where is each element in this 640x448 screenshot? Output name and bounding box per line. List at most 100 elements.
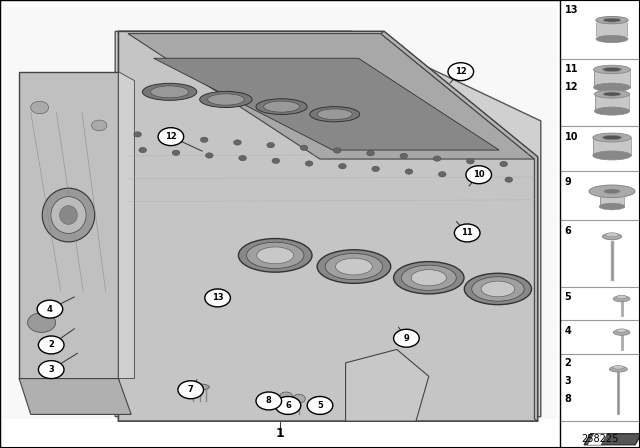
Ellipse shape	[335, 258, 372, 275]
Ellipse shape	[595, 90, 630, 98]
Circle shape	[239, 155, 246, 161]
Circle shape	[433, 156, 441, 161]
Ellipse shape	[596, 17, 628, 24]
Text: 258225: 258225	[581, 434, 619, 444]
Circle shape	[134, 132, 141, 137]
Circle shape	[139, 147, 147, 153]
Bar	[596, 20, 627, 39]
Circle shape	[454, 224, 480, 242]
Circle shape	[37, 300, 63, 318]
Ellipse shape	[317, 109, 352, 120]
Ellipse shape	[612, 366, 624, 369]
Text: 3: 3	[49, 365, 54, 374]
Text: 4: 4	[564, 326, 572, 336]
Circle shape	[307, 396, 333, 414]
Ellipse shape	[472, 277, 524, 301]
Circle shape	[339, 164, 346, 169]
Ellipse shape	[394, 262, 464, 294]
Circle shape	[178, 381, 204, 399]
Circle shape	[448, 63, 474, 81]
Ellipse shape	[257, 247, 294, 264]
Bar	[0, 0, 560, 448]
Ellipse shape	[596, 17, 628, 24]
Bar	[594, 69, 630, 87]
Circle shape	[172, 150, 180, 155]
Polygon shape	[588, 434, 607, 445]
Polygon shape	[19, 72, 118, 379]
Ellipse shape	[465, 273, 531, 305]
Circle shape	[280, 392, 292, 401]
Ellipse shape	[616, 295, 627, 299]
Polygon shape	[19, 379, 131, 414]
Ellipse shape	[481, 281, 515, 297]
Ellipse shape	[412, 270, 447, 286]
Text: 13: 13	[564, 5, 578, 15]
Text: 8: 8	[564, 394, 572, 404]
Text: 12: 12	[564, 82, 578, 91]
Ellipse shape	[401, 265, 456, 290]
Text: 11: 11	[461, 228, 473, 237]
Circle shape	[200, 137, 208, 142]
Ellipse shape	[604, 189, 620, 194]
Ellipse shape	[310, 107, 360, 122]
Circle shape	[167, 134, 175, 140]
Ellipse shape	[51, 197, 86, 233]
Circle shape	[205, 289, 230, 307]
Ellipse shape	[599, 203, 625, 210]
Ellipse shape	[190, 384, 209, 390]
Text: 9: 9	[404, 334, 409, 343]
Circle shape	[158, 128, 184, 146]
Circle shape	[333, 148, 341, 153]
Circle shape	[234, 140, 241, 145]
Ellipse shape	[593, 83, 630, 91]
Circle shape	[505, 177, 513, 182]
Text: 6: 6	[285, 401, 291, 410]
Ellipse shape	[593, 65, 630, 73]
Text: 10: 10	[564, 132, 578, 142]
Polygon shape	[154, 58, 499, 150]
Circle shape	[256, 392, 282, 410]
Ellipse shape	[602, 135, 621, 140]
Text: 12: 12	[165, 132, 177, 141]
Circle shape	[394, 329, 419, 347]
Circle shape	[205, 153, 213, 158]
Text: 7: 7	[188, 385, 193, 394]
Circle shape	[400, 153, 408, 159]
Circle shape	[28, 313, 56, 332]
Ellipse shape	[595, 107, 630, 115]
Ellipse shape	[60, 206, 77, 224]
Ellipse shape	[589, 185, 635, 198]
Polygon shape	[381, 31, 538, 421]
Ellipse shape	[264, 101, 300, 112]
Polygon shape	[128, 34, 534, 159]
Text: 12: 12	[455, 67, 467, 76]
Circle shape	[405, 169, 413, 174]
Text: 2: 2	[48, 340, 54, 349]
Text: 13: 13	[212, 293, 223, 302]
Text: 6: 6	[564, 226, 572, 236]
Circle shape	[92, 120, 107, 131]
Polygon shape	[118, 31, 538, 421]
Ellipse shape	[596, 35, 628, 43]
Text: 4: 4	[47, 305, 53, 314]
Polygon shape	[584, 434, 640, 445]
Ellipse shape	[616, 329, 627, 332]
Ellipse shape	[238, 238, 312, 272]
Ellipse shape	[604, 18, 621, 22]
Bar	[3, 7, 557, 419]
Text: 8: 8	[266, 396, 271, 405]
Ellipse shape	[207, 94, 244, 105]
Text: 1: 1	[275, 426, 284, 440]
Circle shape	[500, 161, 508, 167]
Circle shape	[38, 336, 64, 354]
Ellipse shape	[256, 99, 307, 114]
Circle shape	[305, 161, 313, 166]
Circle shape	[372, 166, 380, 172]
Text: 3: 3	[564, 376, 572, 386]
Bar	[560, 0, 640, 448]
Polygon shape	[346, 349, 429, 421]
Circle shape	[300, 145, 308, 151]
Text: 10: 10	[473, 170, 484, 179]
Circle shape	[275, 396, 301, 414]
Bar	[600, 197, 623, 207]
